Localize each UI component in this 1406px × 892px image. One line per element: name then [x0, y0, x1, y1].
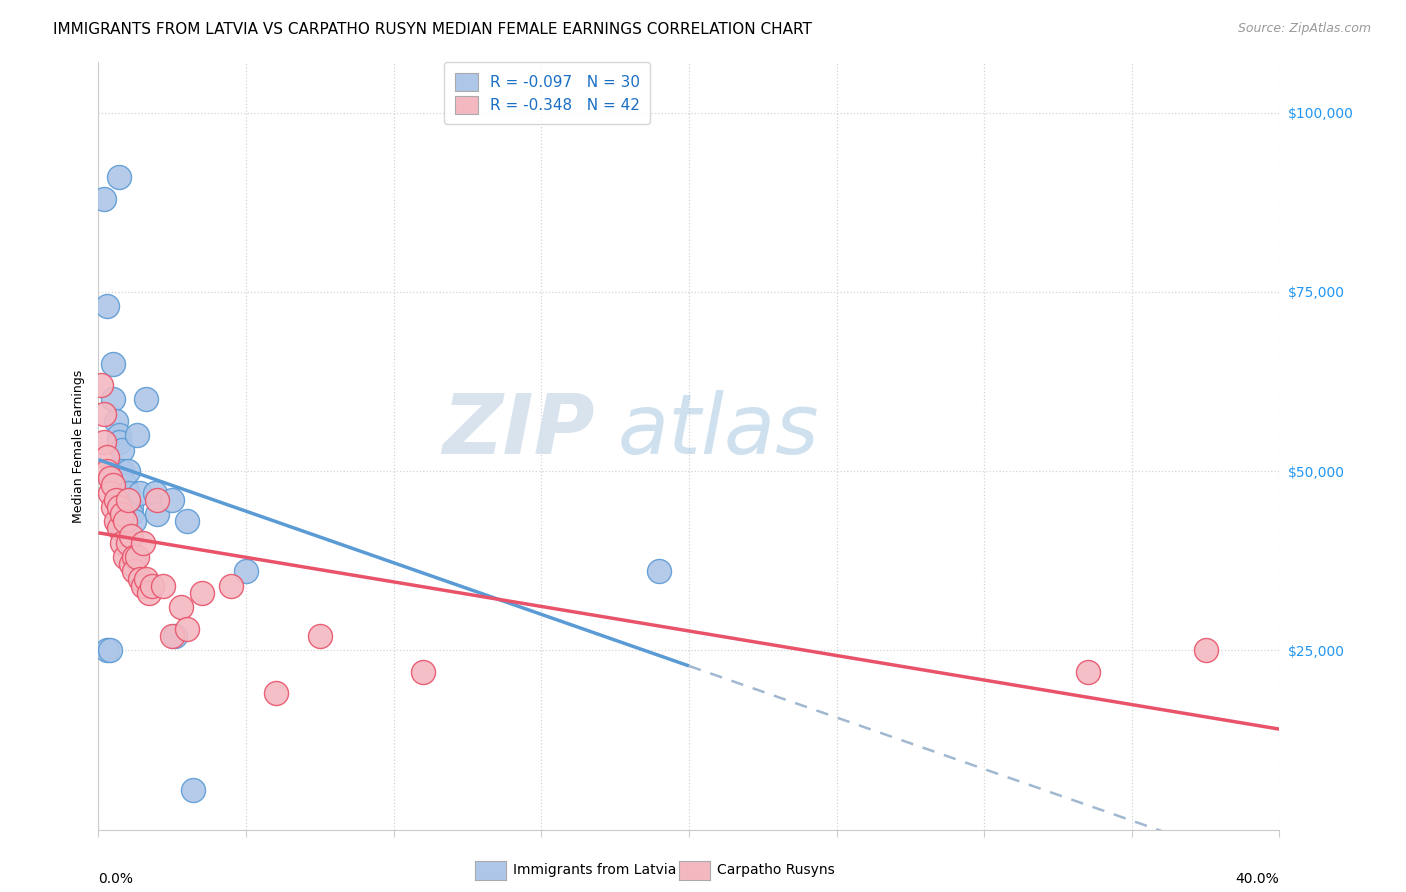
Point	[96, 464, 118, 478]
Point	[120, 500, 142, 514]
Point	[152, 579, 174, 593]
Point	[191, 586, 214, 600]
Point	[103, 478, 125, 492]
Point	[93, 435, 115, 450]
Point	[221, 579, 243, 593]
Point	[98, 471, 121, 485]
Text: 0.0%: 0.0%	[98, 871, 134, 886]
Point	[176, 514, 198, 528]
Point	[122, 565, 145, 579]
Point	[105, 414, 128, 428]
Point	[648, 565, 671, 579]
Point	[103, 357, 125, 371]
Text: Immigrants from Latvia: Immigrants from Latvia	[513, 863, 676, 877]
Point	[165, 629, 187, 643]
Point	[128, 572, 150, 586]
Point	[114, 514, 136, 528]
Point	[108, 500, 131, 514]
Y-axis label: Median Female Earnings: Median Female Earnings	[72, 369, 86, 523]
Point	[98, 485, 121, 500]
Point	[96, 299, 118, 313]
Point	[162, 629, 183, 643]
Point	[146, 507, 169, 521]
Point	[141, 579, 163, 593]
Point	[103, 392, 125, 407]
Point	[93, 407, 115, 421]
Point	[108, 435, 131, 450]
Text: atlas: atlas	[619, 390, 820, 471]
Point	[120, 507, 142, 521]
Point	[181, 783, 204, 797]
Point	[309, 629, 332, 643]
Text: IMMIGRANTS FROM LATVIA VS CARPATHO RUSYN MEDIAN FEMALE EARNINGS CORRELATION CHAR: IMMIGRANTS FROM LATVIA VS CARPATHO RUSYN…	[53, 22, 813, 37]
Point	[117, 485, 139, 500]
Text: Source: ZipAtlas.com: Source: ZipAtlas.com	[1237, 22, 1371, 36]
Point	[1195, 643, 1218, 657]
Legend: R = -0.097   N = 30, R = -0.348   N = 42: R = -0.097 N = 30, R = -0.348 N = 42	[444, 62, 651, 125]
Point	[114, 478, 136, 492]
Text: Carpatho Rusyns: Carpatho Rusyns	[717, 863, 835, 877]
Point	[122, 514, 145, 528]
Point	[108, 428, 131, 442]
Point	[162, 492, 183, 507]
Point	[264, 686, 287, 700]
Point	[128, 485, 150, 500]
Point	[98, 643, 121, 657]
Point	[111, 442, 134, 457]
Point	[146, 492, 169, 507]
Point	[135, 392, 157, 407]
Text: ZIP: ZIP	[441, 390, 595, 471]
Point	[170, 600, 193, 615]
Point	[135, 572, 157, 586]
Point	[117, 536, 139, 550]
Point	[105, 514, 128, 528]
Point	[111, 507, 134, 521]
Point	[103, 500, 125, 514]
Point	[176, 622, 198, 636]
Point	[117, 464, 139, 478]
Point	[114, 550, 136, 565]
Point	[138, 586, 160, 600]
Point	[96, 450, 118, 464]
Point	[117, 492, 139, 507]
Point	[235, 565, 257, 579]
Point	[93, 192, 115, 206]
Point	[111, 536, 134, 550]
Point	[120, 528, 142, 542]
Point	[120, 558, 142, 572]
Point	[96, 643, 118, 657]
Point	[412, 665, 434, 679]
Text: 40.0%: 40.0%	[1236, 871, 1279, 886]
Point	[122, 550, 145, 565]
Point	[117, 492, 139, 507]
Point	[132, 536, 155, 550]
Point	[125, 428, 148, 442]
Point	[143, 485, 166, 500]
Point	[111, 464, 134, 478]
Point	[125, 550, 148, 565]
Point	[108, 521, 131, 535]
Point	[132, 579, 155, 593]
Point	[105, 492, 128, 507]
Point	[90, 378, 112, 392]
Point	[1077, 665, 1099, 679]
Point	[108, 170, 131, 185]
